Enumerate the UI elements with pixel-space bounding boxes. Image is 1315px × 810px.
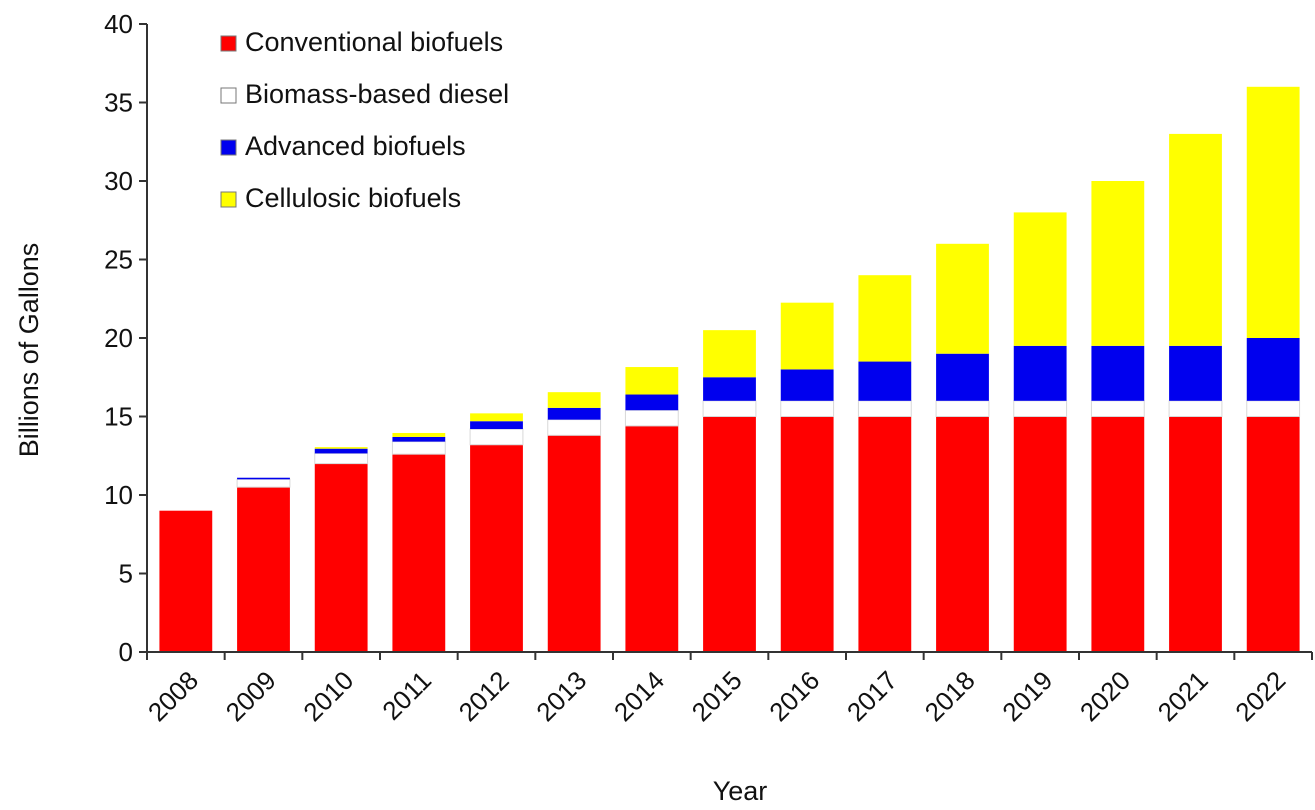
bar-segment (780, 369, 834, 401)
bar-segment (470, 421, 523, 430)
x-tick-label: 2018 (919, 665, 981, 727)
bar-segment (547, 435, 601, 652)
bar-segment (625, 367, 679, 395)
bar-segment (703, 330, 756, 378)
y-tick-label: 10 (104, 480, 133, 510)
bar-segment (625, 425, 679, 652)
legend-swatch (220, 139, 237, 156)
y-tick-label: 35 (104, 88, 133, 118)
bar-segment (703, 377, 756, 401)
x-ticks-layer: 2008 2009 2010 2011 2012 2013 2014 2015 2016 2017… (142, 652, 1313, 727)
bar-segment (392, 432, 446, 437)
bar-segment (159, 510, 213, 652)
bar-segment (1013, 416, 1067, 652)
bar-segment (314, 463, 368, 652)
y-tick-label: 30 (104, 166, 133, 196)
x-tick-label: 2017 (841, 665, 903, 727)
x-tick-label: 2019 (996, 665, 1058, 727)
y-tick-label: 15 (104, 402, 133, 432)
bar-segment (1013, 400, 1068, 417)
x-tick-label: 2022 (1229, 665, 1291, 727)
bar-segment (1090, 400, 1145, 417)
y-ticks-layer: 0 5 10 15 20 25 30 35 40 (104, 9, 147, 667)
y-tick-label: 0 (119, 637, 133, 667)
bar-segment (470, 413, 523, 422)
legend-label: Conventional biofuels (245, 27, 503, 57)
bar-segment (470, 444, 523, 652)
bar-segment (236, 478, 291, 488)
x-tick-label: 2015 (686, 665, 748, 727)
y-tick-label: 20 (104, 323, 133, 353)
bar-segment (1013, 345, 1067, 401)
x-tick-label: 2008 (142, 665, 204, 727)
legend-label: Cellulosic biofuels (245, 183, 461, 213)
bar-segment (314, 448, 368, 454)
x-tick-label: 2021 (1152, 665, 1214, 727)
bar-segment (1091, 345, 1145, 401)
bar-segment (1091, 416, 1145, 652)
legend-swatch (220, 191, 237, 208)
bar-segment (314, 452, 369, 465)
bar-segment (1246, 86, 1300, 338)
bar-segment (857, 400, 912, 417)
bar-segment (314, 447, 368, 449)
bar-segment (858, 361, 912, 401)
bar-segment (1168, 400, 1223, 417)
bar-segment (1013, 212, 1067, 346)
bar-segment (936, 353, 989, 401)
bar-segment (547, 419, 602, 436)
legend-label: Advanced biofuels (245, 131, 466, 161)
bar-segment (703, 416, 756, 652)
legend-label: Biomass-based diesel (245, 79, 509, 109)
y-axis-title: Billions of Gallons (14, 243, 44, 458)
bar-segment (936, 243, 989, 354)
y-tick-label: 40 (104, 9, 133, 39)
x-tick-label: 2014 (608, 665, 670, 727)
bar-segment (624, 409, 679, 427)
bar-segment (780, 400, 835, 417)
legend: Conventional biofuels Biomass-based diese… (220, 27, 509, 213)
bar-segment (780, 302, 834, 370)
bar-segment (1246, 400, 1301, 417)
legend-swatch (220, 87, 237, 104)
bar-segment (1091, 181, 1145, 346)
bar-segment (1169, 416, 1222, 652)
x-tick-label: 2012 (453, 665, 515, 727)
y-tick-label: 5 (119, 559, 133, 589)
bars-layer (159, 86, 1301, 652)
x-tick-label: 2010 (297, 665, 359, 727)
legend-swatch (220, 35, 237, 52)
x-tick-label: 2009 (220, 665, 282, 727)
bar-segment (625, 394, 679, 411)
bar-segment (392, 436, 446, 442)
bar-segment (702, 400, 757, 417)
bar-segment (237, 477, 290, 480)
bar-segment (1246, 416, 1300, 652)
bar-segment (1169, 133, 1222, 346)
x-tick-label: 2011 (376, 665, 437, 726)
bar-segment (237, 487, 290, 652)
bar-segment (780, 416, 834, 652)
bar-segment (858, 416, 912, 652)
y-tick-label: 25 (104, 245, 133, 275)
x-axis-title: Year (713, 776, 768, 806)
bar-segment (547, 392, 601, 408)
bar-segment (935, 400, 990, 417)
bar-segment (392, 454, 446, 652)
bar-segment (936, 416, 989, 652)
x-tick-label: 2013 (530, 665, 592, 727)
bar-segment (547, 407, 601, 420)
bar-segment (469, 428, 524, 446)
bar-segment (391, 441, 446, 455)
bar-segment (1169, 345, 1222, 401)
x-tick-label: 2016 (763, 665, 825, 727)
bar-segment (1246, 338, 1300, 401)
x-tick-label: 2020 (1074, 665, 1136, 727)
bar-segment (858, 275, 912, 362)
